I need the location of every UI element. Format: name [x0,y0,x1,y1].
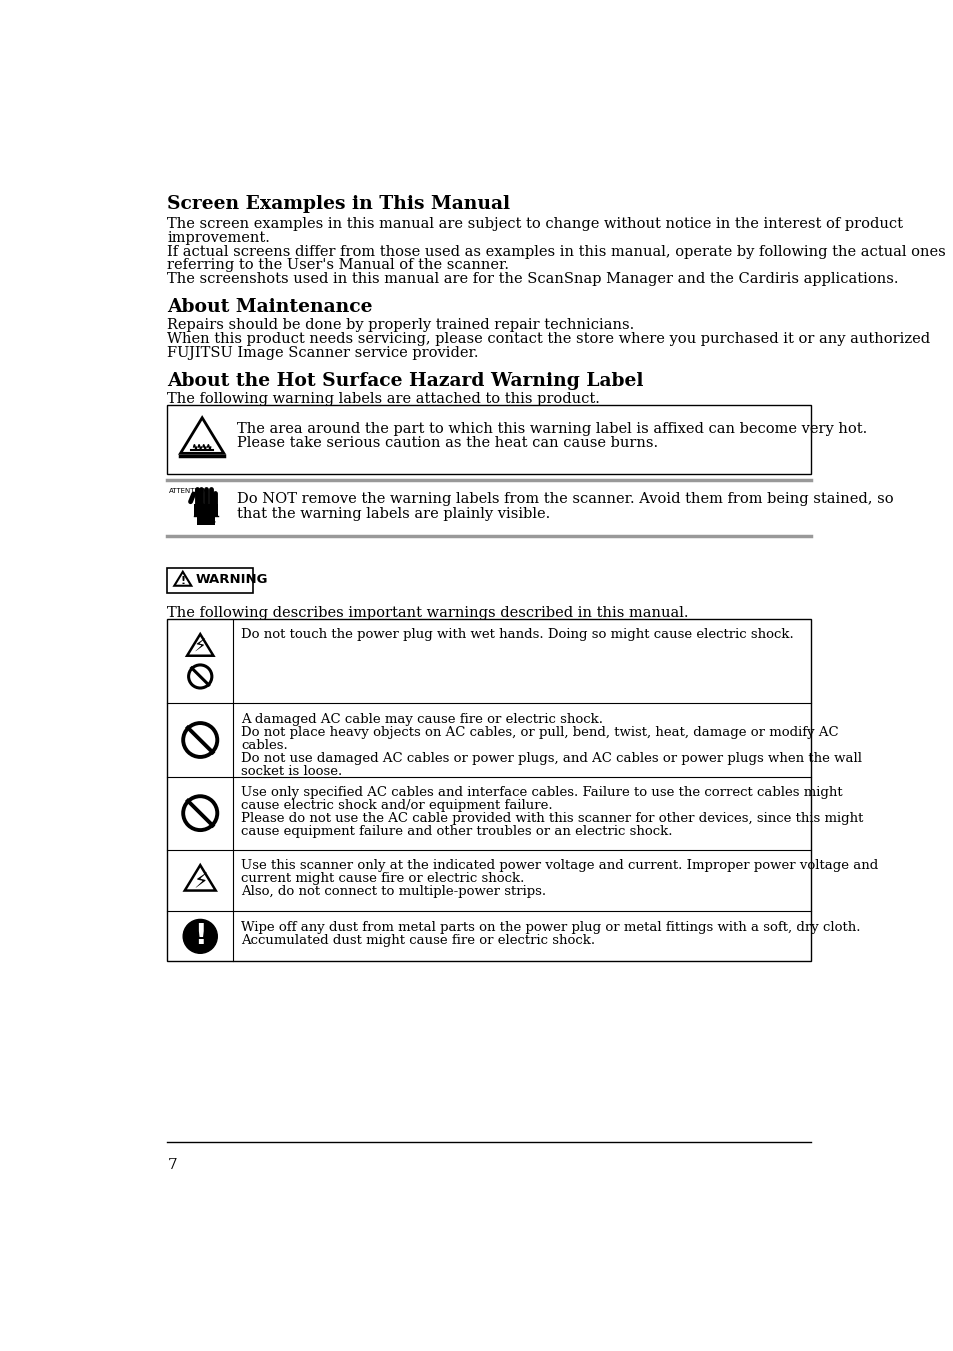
Text: Do not use damaged AC cables or power plugs, and AC cables or power plugs when t: Do not use damaged AC cables or power pl… [241,753,861,765]
Text: Repairs should be done by properly trained repair technicians.: Repairs should be done by properly train… [167,319,634,332]
Text: ATTENTION: ATTENTION [169,488,208,494]
Text: current might cause fire or electric shock.: current might cause fire or electric sho… [241,871,524,885]
Text: Accumulated dust might cause fire or electric shock.: Accumulated dust might cause fire or ele… [241,934,595,947]
Text: The following warning labels are attached to this product.: The following warning labels are attache… [167,392,599,407]
Text: Do not place heavy objects on AC cables, or pull, bend, twist, heat, damage or m: Do not place heavy objects on AC cables,… [241,725,838,739]
Text: ⚡: ⚡ [193,871,208,892]
Text: Do not touch the power plug with wet hands. Doing so might cause electric shock.: Do not touch the power plug with wet han… [241,628,793,640]
Text: About the Hot Surface Hazard Warning Label: About the Hot Surface Hazard Warning Lab… [167,373,643,390]
Text: Wipe off any dust from metal parts on the power plug or metal fittings with a so: Wipe off any dust from metal parts on th… [241,920,860,934]
Bar [167,567,253,593]
Text: that the warning labels are plainly visible.: that the warning labels are plainly visi… [236,507,550,521]
Bar [193,504,218,517]
Text: The area around the part to which this warning label is affixed can become very : The area around the part to which this w… [236,422,866,435]
Bar [167,619,810,962]
Bar [167,405,810,474]
Text: Use only specified AC cables and interface cables. Failure to use the correct ca: Use only specified AC cables and interfa… [241,786,841,798]
Text: cause equipment failure and other troubles or an electric shock.: cause equipment failure and other troubl… [241,825,672,838]
Text: Do NOT remove the warning labels from the scanner. Avoid them from being stained: Do NOT remove the warning labels from th… [236,493,893,507]
Text: ⚡: ⚡ [193,638,207,657]
Text: socket is loose.: socket is loose. [241,765,342,778]
Text: About Maintenance: About Maintenance [167,299,373,316]
Text: Screen Examples in This Manual: Screen Examples in This Manual [167,196,510,213]
Text: cause electric shock and/or equipment failure.: cause electric shock and/or equipment fa… [241,798,552,812]
Circle shape [183,920,217,954]
Text: !: ! [180,576,185,586]
Text: !: ! [193,921,207,950]
Text: A damaged AC cable may cause fire or electric shock.: A damaged AC cable may cause fire or ele… [241,713,602,725]
Text: Please take serious caution as the heat can cause burns.: Please take serious caution as the heat … [236,436,658,450]
Text: The following describes important warnings described in this manual.: The following describes important warnin… [167,607,688,620]
Text: WARNING: WARNING [195,573,268,586]
Text: When this product needs servicing, please contact the store where you purchased : When this product needs servicing, pleas… [167,332,929,346]
Text: improvement.: improvement. [167,231,270,245]
Text: FUJITSU Image Scanner service provider.: FUJITSU Image Scanner service provider. [167,346,478,361]
Text: Please do not use the AC cable provided with this scanner for other devices, sin: Please do not use the AC cable provided … [241,812,862,825]
Text: The screen examples in this manual are subject to change without notice in the i: The screen examples in this manual are s… [167,216,902,231]
Text: Use this scanner only at the indicated power voltage and current. Improper power: Use this scanner only at the indicated p… [241,859,878,871]
Bar [196,516,215,524]
Text: The screenshots used in this manual are for the ScanSnap Manager and the Cardiri: The screenshots used in this manual are … [167,273,898,286]
Text: 7: 7 [167,1158,176,1171]
Text: Also, do not connect to multiple-power strips.: Also, do not connect to multiple-power s… [241,885,545,898]
Text: referring to the User's Manual of the scanner.: referring to the User's Manual of the sc… [167,258,509,273]
Text: If actual screens differ from those used as examples in this manual, operate by : If actual screens differ from those used… [167,245,945,258]
Text: cables.: cables. [241,739,288,753]
